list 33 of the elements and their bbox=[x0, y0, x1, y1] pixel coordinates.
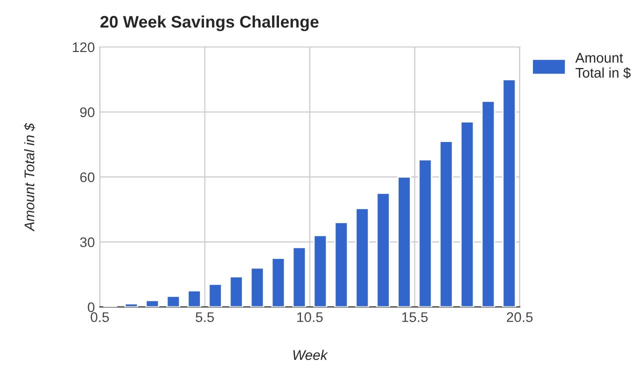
x-tick-label: 5.5 bbox=[196, 312, 214, 322]
bar bbox=[376, 192, 390, 307]
bar bbox=[481, 100, 496, 307]
y-tick-label: 0 bbox=[88, 302, 94, 312]
bar bbox=[355, 208, 370, 307]
bar bbox=[250, 267, 264, 307]
x-tick-label: 15.5 bbox=[402, 312, 428, 322]
bar bbox=[439, 140, 454, 307]
bar bbox=[460, 121, 474, 307]
bar bbox=[271, 258, 286, 307]
bar bbox=[292, 246, 306, 307]
x-tick-label: 0.5 bbox=[90, 312, 109, 322]
y-axis-title: Amount Total in $ bbox=[24, 122, 36, 232]
bar bbox=[145, 300, 160, 307]
bar bbox=[397, 176, 412, 307]
bar bbox=[418, 158, 432, 307]
chart-title: 20 Week Savings Challenge bbox=[100, 15, 319, 32]
bar bbox=[208, 284, 222, 307]
bar bbox=[229, 276, 244, 307]
x-tick-label: 20.5 bbox=[506, 312, 533, 322]
bar bbox=[124, 303, 138, 307]
legend-label: Amount Total in $ bbox=[575, 53, 631, 79]
y-tick-label: 30 bbox=[80, 237, 94, 248]
y-tick-label: 120 bbox=[72, 42, 94, 52]
y-tick-label: 60 bbox=[80, 172, 94, 182]
bar bbox=[502, 78, 516, 307]
bar bbox=[334, 222, 348, 307]
x-tick-label: 10.5 bbox=[297, 312, 323, 322]
y-tick-label: 90 bbox=[80, 107, 94, 118]
bar bbox=[187, 290, 202, 307]
bar bbox=[166, 295, 180, 307]
x-axis-title: Week bbox=[293, 350, 328, 360]
bar bbox=[313, 234, 328, 307]
